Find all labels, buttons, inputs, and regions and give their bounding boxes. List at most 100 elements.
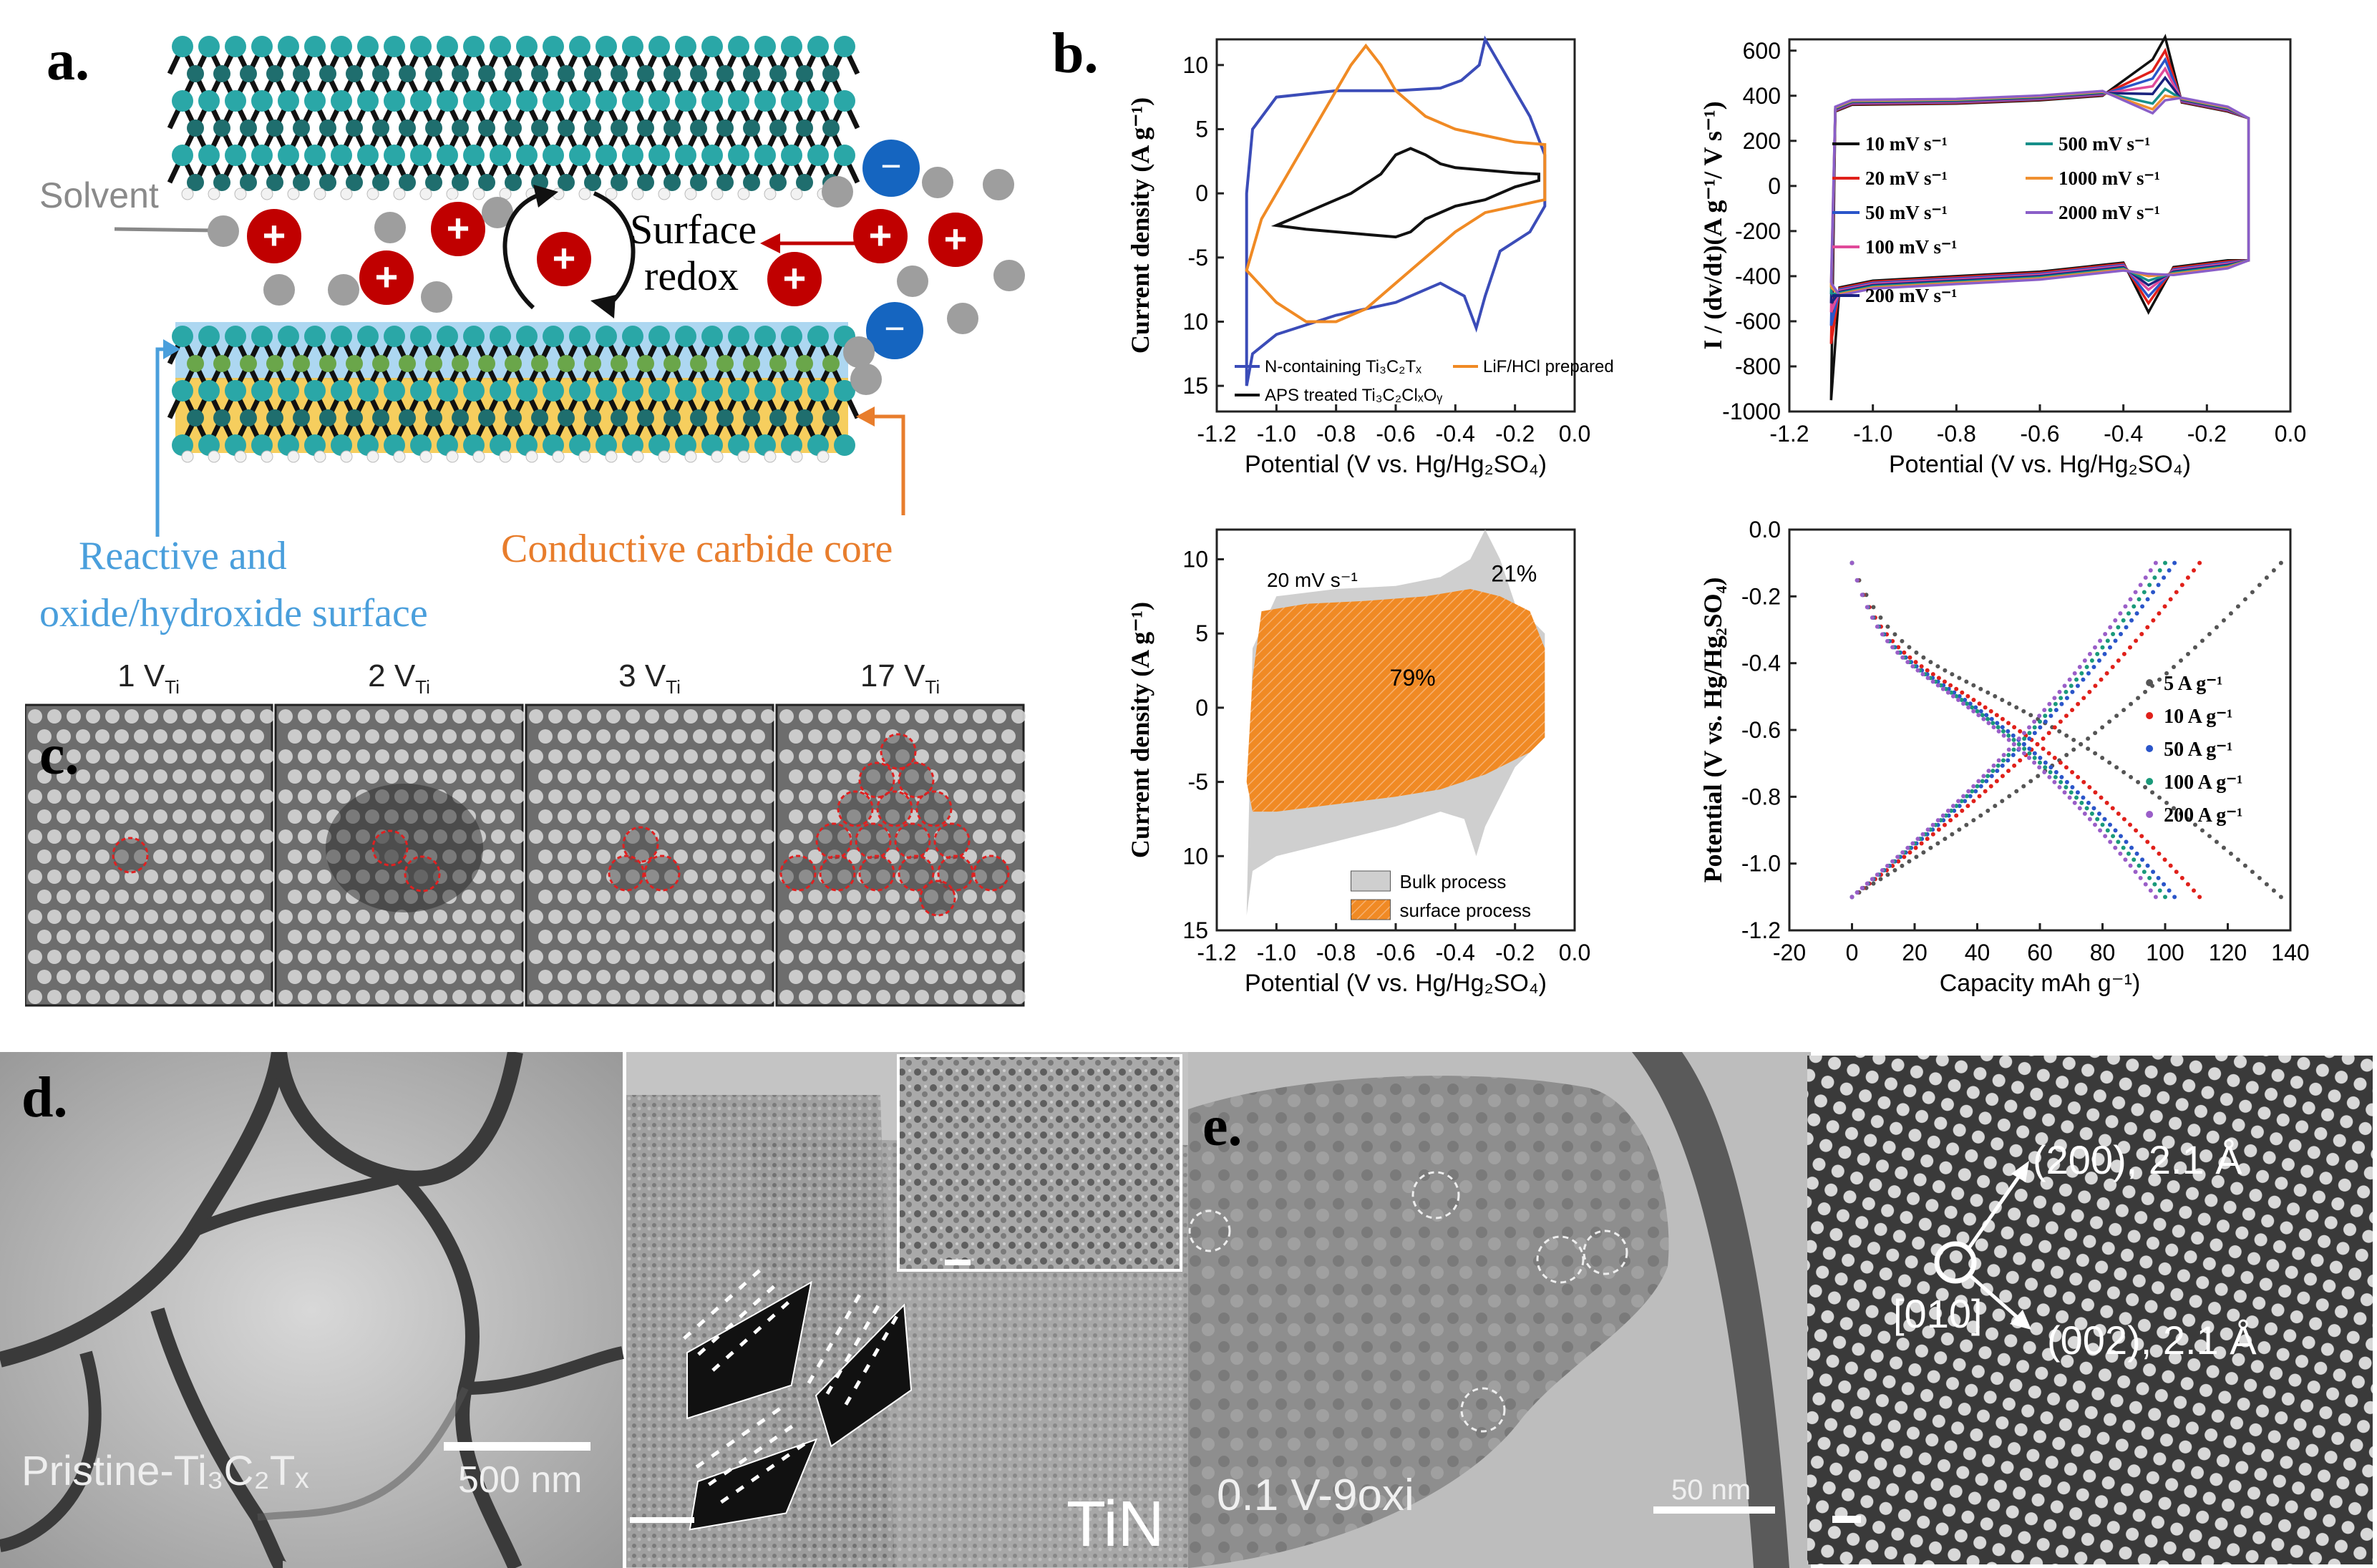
carbon-atom bbox=[690, 409, 707, 427]
charge-point bbox=[2121, 651, 2126, 656]
discharge-point bbox=[2027, 751, 2032, 756]
atom-column bbox=[837, 950, 852, 964]
carbon-atom bbox=[293, 355, 310, 372]
charge-point bbox=[2163, 560, 2167, 565]
charge-point bbox=[2006, 769, 2011, 774]
atom-column bbox=[163, 870, 178, 884]
charge-point bbox=[2047, 701, 2052, 706]
surface-h-atom bbox=[578, 450, 591, 463]
charge-point bbox=[2214, 625, 2219, 630]
discharge-point bbox=[2032, 756, 2037, 761]
x-tick-label: -0.4 bbox=[1436, 940, 1475, 965]
discharge-point bbox=[2082, 811, 2087, 816]
charge-point bbox=[1943, 837, 1948, 842]
discharge-point bbox=[2250, 870, 2255, 875]
legend-entry: 100 mV s⁻¹ bbox=[1865, 236, 1957, 258]
carbon-atom bbox=[293, 120, 310, 137]
atom-column bbox=[472, 789, 486, 804]
ti-atom bbox=[834, 145, 855, 166]
discharge-point bbox=[2074, 795, 2079, 800]
charge-point bbox=[2110, 664, 2115, 669]
flake-dot bbox=[711, 1363, 721, 1372]
atom-column bbox=[973, 910, 987, 924]
atom-column bbox=[375, 990, 389, 1004]
charge-point bbox=[1957, 804, 1962, 809]
discharge-point bbox=[1957, 676, 1962, 681]
discharge-point bbox=[2162, 882, 2167, 887]
surface-h-atom bbox=[287, 188, 300, 200]
atom-column bbox=[250, 849, 264, 864]
atom-column bbox=[885, 930, 900, 944]
ti-atom bbox=[516, 90, 538, 112]
atom-column bbox=[221, 709, 235, 724]
ti-atom bbox=[807, 145, 829, 166]
vacancy-marker bbox=[933, 822, 971, 860]
atom-column bbox=[934, 709, 948, 724]
ti-atom bbox=[331, 380, 352, 401]
discharge-point bbox=[2116, 839, 2121, 844]
discharge-point bbox=[1920, 672, 1925, 677]
discharge-point bbox=[2000, 716, 2005, 721]
discharge-point bbox=[2193, 822, 2197, 827]
charge-point bbox=[1878, 877, 1883, 882]
atom-column bbox=[336, 950, 351, 964]
atom-column bbox=[712, 769, 726, 784]
atom-column bbox=[240, 709, 255, 724]
charge-point bbox=[1925, 837, 1930, 842]
atom-column bbox=[240, 749, 255, 764]
cv-scan-series bbox=[1829, 89, 2250, 297]
y-tick-label: 400 bbox=[1743, 83, 1781, 109]
atom-column bbox=[761, 990, 775, 1004]
carbon-atom bbox=[213, 174, 230, 191]
atom-column bbox=[230, 729, 245, 744]
atom-column bbox=[963, 809, 977, 824]
carbon-atom bbox=[478, 65, 495, 82]
discharge-point bbox=[2093, 822, 2097, 827]
discharge-point bbox=[2077, 806, 2082, 811]
carbon-atom bbox=[769, 65, 787, 82]
charge-point bbox=[2108, 625, 2113, 630]
atom-column bbox=[847, 729, 861, 744]
anion-minus-sign: − bbox=[884, 308, 905, 349]
cv-series-line bbox=[1270, 147, 1540, 239]
discharge-point bbox=[1975, 708, 1980, 714]
atom-column bbox=[742, 709, 756, 724]
charge-point bbox=[1895, 854, 1900, 860]
atom-column bbox=[500, 769, 515, 784]
atom-column bbox=[307, 970, 321, 984]
ti-atom bbox=[569, 326, 590, 347]
ti-atom bbox=[304, 36, 326, 57]
discharge-point bbox=[1988, 708, 1993, 714]
atom-column bbox=[722, 789, 737, 804]
carbon-atom bbox=[399, 65, 416, 82]
discharge-point bbox=[2138, 875, 2143, 880]
discharge-point bbox=[2087, 817, 2092, 822]
atom-column bbox=[452, 709, 467, 724]
ti-atom bbox=[278, 380, 299, 401]
atom-column bbox=[1011, 709, 1026, 724]
charge-point bbox=[1870, 877, 1875, 882]
scale-bar-50nm bbox=[1653, 1506, 1775, 1514]
charge-point bbox=[2064, 714, 2069, 719]
atom-column bbox=[577, 890, 591, 904]
atom-column bbox=[481, 849, 495, 864]
atom-column bbox=[57, 809, 71, 824]
atom-column bbox=[529, 990, 543, 1004]
atom-column bbox=[674, 769, 688, 784]
discharge-point bbox=[2126, 851, 2131, 856]
charge-point bbox=[2058, 696, 2064, 701]
ti-atom bbox=[648, 90, 670, 112]
solvent-molecule bbox=[328, 274, 359, 306]
vacancy-circle bbox=[1460, 1387, 1506, 1433]
ti-atom bbox=[437, 326, 458, 347]
atom-column bbox=[684, 870, 698, 884]
legend-marker bbox=[2146, 679, 2154, 686]
carbon-atom bbox=[505, 120, 522, 137]
atom-column bbox=[298, 990, 312, 1004]
charge-point bbox=[1990, 769, 1996, 774]
carbon-atom bbox=[505, 355, 522, 372]
ti-atom bbox=[781, 145, 802, 166]
atom-column bbox=[481, 769, 495, 784]
atom-column bbox=[346, 970, 360, 984]
ti-atom bbox=[516, 36, 538, 57]
